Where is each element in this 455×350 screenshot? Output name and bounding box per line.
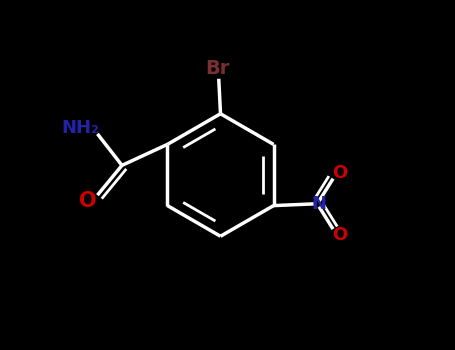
- Text: Br: Br: [205, 60, 229, 78]
- Text: N: N: [312, 195, 327, 213]
- Text: O: O: [332, 226, 347, 244]
- Text: O: O: [79, 191, 96, 211]
- Text: O: O: [332, 164, 347, 182]
- Text: NH₂: NH₂: [62, 119, 100, 136]
